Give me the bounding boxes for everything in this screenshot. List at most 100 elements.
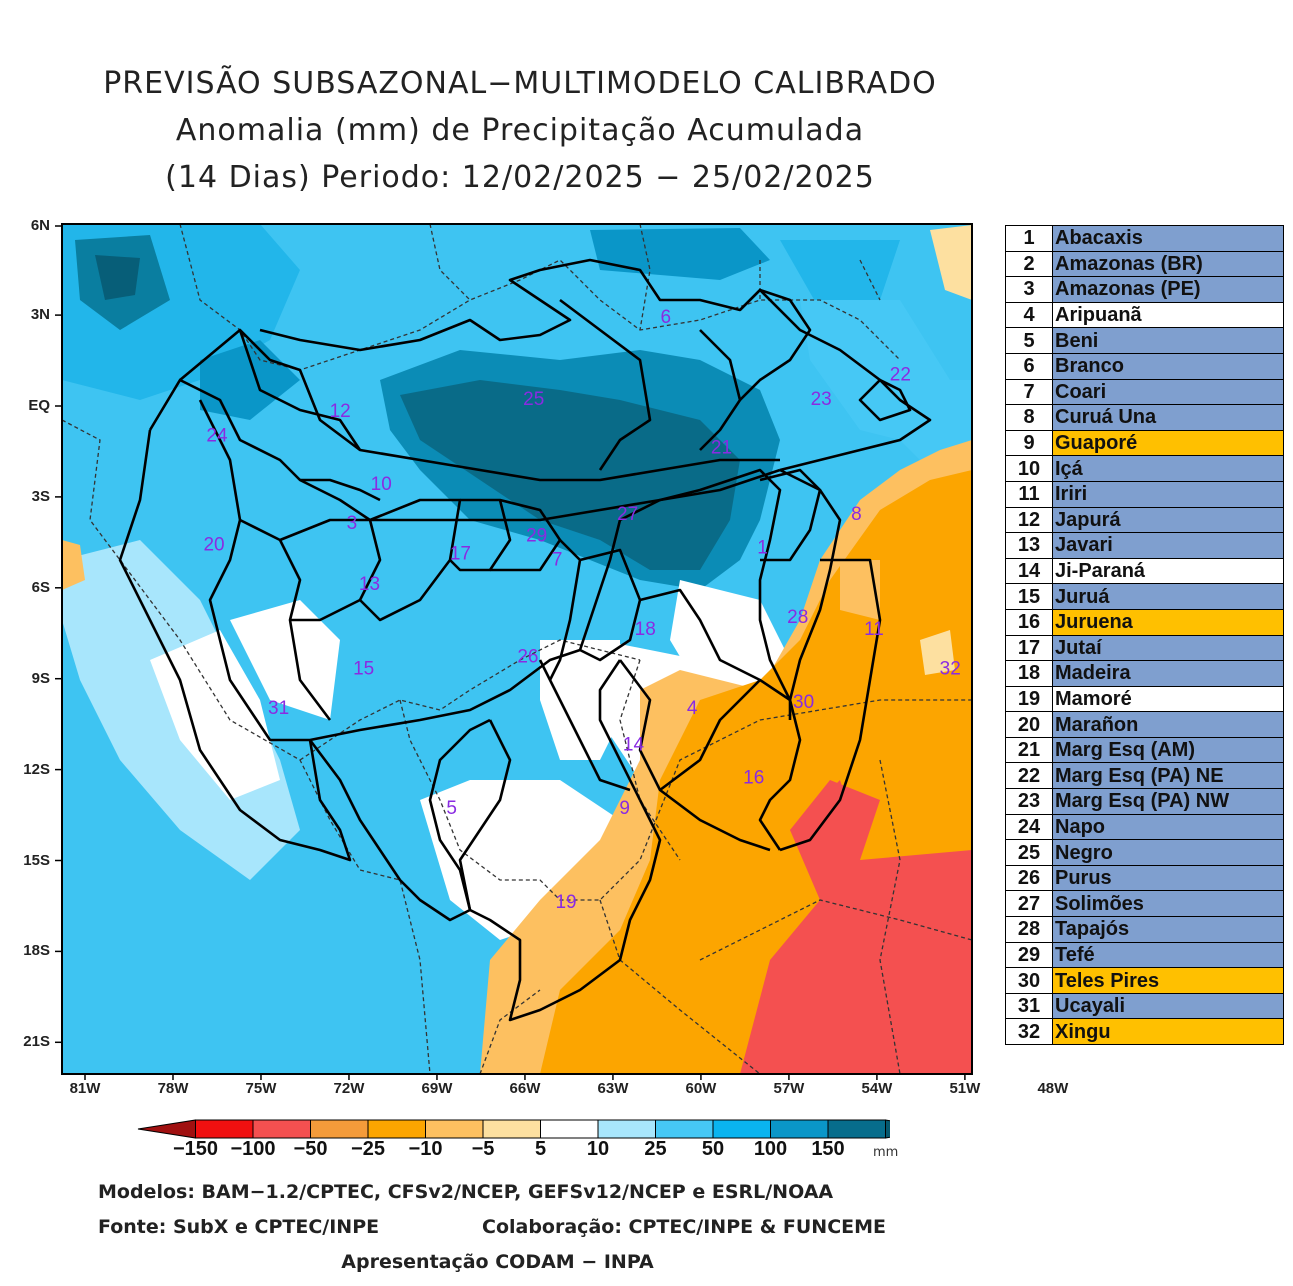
basin-boundaries: [118, 258, 932, 1022]
legend-number: 32: [1005, 1018, 1053, 1045]
lat-label: EQ: [28, 397, 50, 414]
basin-label-30: 30: [793, 692, 814, 713]
basin-labels: 1234567891011121314151617181920212223242…: [203, 307, 961, 913]
lat-label: 9S: [31, 669, 50, 687]
lat-label: 18S: [23, 942, 50, 960]
basin-label-7: 7: [552, 550, 563, 571]
legend-number: 28: [1005, 916, 1053, 943]
map-subtitle: Anomalia (mm) de Precipitação Acumulada: [175, 113, 865, 148]
country-borders: [62, 224, 972, 1074]
lon-label: 60W: [685, 1080, 717, 1097]
legend-number: 12: [1005, 506, 1053, 534]
basin-label-32: 32: [940, 659, 961, 680]
lat-ticks: [55, 225, 62, 1044]
basin-label-13: 13: [359, 574, 380, 595]
colorbar-label: 10: [586, 1138, 610, 1160]
basin-label-17: 17: [450, 543, 471, 564]
legend-row: 8 Curuá Una: [1005, 404, 1284, 431]
colorbar-label: −150: [172, 1138, 219, 1160]
basin-label-21: 21: [711, 437, 732, 458]
legend-row: 3 Amazonas (PE): [1005, 276, 1284, 303]
legend-number: 29: [1005, 941, 1053, 969]
legend-number: 23: [1005, 788, 1053, 815]
legend-basin-name: Javari: [1052, 532, 1284, 559]
footer-presentation: Apresentação CODAM − INPA: [341, 1251, 654, 1273]
basin-label-26: 26: [517, 647, 538, 668]
legend-basin-name: Tapajós: [1052, 916, 1284, 943]
legend-number: 27: [1005, 890, 1053, 918]
legend-number: 3: [1005, 276, 1053, 303]
lon-label: 75W: [245, 1080, 277, 1097]
basin-label-14: 14: [623, 734, 645, 755]
map-frame: [61, 223, 973, 1075]
legend-basin-name: Curuá Una: [1052, 404, 1284, 431]
legend-row: 13 Javari: [1005, 532, 1284, 559]
lat-label: 15S: [23, 851, 50, 869]
legend-row: 26 Purus: [1005, 864, 1284, 892]
anomaly-map: 1234567891011121314151617181920212223242…: [55, 223, 973, 1080]
colorbar-cell: [770, 1119, 829, 1139]
legend-basin-name: Marg Esq (AM): [1052, 736, 1284, 764]
legend-row: 25 Negro: [1005, 839, 1284, 866]
legend-row: 28 Tapajós: [1005, 916, 1284, 943]
basin-label-8: 8: [851, 504, 862, 525]
legend-number: 4: [1005, 301, 1053, 329]
basin-label-3: 3: [347, 513, 358, 534]
legend-row: 17 Jutaí: [1005, 634, 1284, 662]
colorbar-cell: [540, 1119, 599, 1139]
colorbar-unit: mm: [873, 1145, 899, 1160]
colorbar-label: 5: [534, 1138, 547, 1160]
colorbar-label: 25: [644, 1138, 667, 1160]
legend-row: 1 Abacaxis: [1005, 225, 1284, 252]
lat-label: 21S: [23, 1033, 50, 1051]
legend-number: 8: [1005, 404, 1053, 431]
legend-basin-name: Mamoré: [1052, 685, 1284, 713]
basin-label-4: 4: [687, 698, 698, 719]
legend-number: 19: [1005, 685, 1053, 713]
lon-label: 48W: [1037, 1080, 1069, 1097]
colorbar-label: −25: [351, 1138, 385, 1160]
legend-number: 21: [1005, 736, 1053, 764]
legend-row: 24 Napo: [1005, 813, 1284, 841]
basin-label-29: 29: [526, 525, 547, 546]
basin-label-16: 16: [743, 768, 764, 789]
map-title: PREVISÃO SUBSAZONAL−MULTIMODELO CALIBRAD…: [103, 66, 937, 101]
legend-basin-name: Purus: [1052, 864, 1284, 892]
legend-number: 17: [1005, 634, 1053, 662]
basin-label-18: 18: [635, 619, 656, 640]
basin-label-15: 15: [353, 659, 374, 680]
basin-label-20: 20: [203, 534, 224, 555]
lat-label: 3S: [31, 487, 50, 505]
lon-label: 63W: [597, 1080, 629, 1097]
lon-label: 78W: [157, 1080, 189, 1097]
legend-basin-name: Solimões: [1052, 890, 1284, 918]
legend-row: 29 Tefé: [1005, 941, 1284, 969]
legend-basin-name: Aripuanã: [1052, 301, 1284, 329]
legend-basin-name: Madeira: [1052, 660, 1284, 687]
legend-number: 24: [1005, 813, 1053, 841]
legend-number: 5: [1005, 327, 1053, 354]
colorbar-label: −10: [408, 1138, 443, 1160]
legend-basin-name: Tefé: [1052, 941, 1284, 969]
legend-basin-name: Teles Pires: [1052, 967, 1284, 994]
legend-number: 1: [1005, 225, 1053, 252]
colorbar-label: 150: [811, 1138, 845, 1160]
basin-label-5: 5: [446, 798, 457, 819]
legend-basin-name: Ucayali: [1052, 992, 1284, 1020]
legend-row: 18 Madeira: [1005, 660, 1284, 687]
legend-basin-name: Marg Esq (PA) NW: [1052, 788, 1284, 815]
legend-number: 20: [1005, 711, 1053, 738]
lat-label: 3N: [30, 306, 50, 324]
colorbar-cell: [195, 1119, 254, 1139]
colorbar-max-arrow: [885, 1119, 890, 1139]
colorbar-label: 100: [753, 1138, 788, 1160]
legend-basin-name: Jutaí: [1052, 634, 1284, 662]
legend-basin-name: Juruá: [1052, 583, 1284, 610]
colorbar-label: 50: [701, 1138, 725, 1160]
legend-number: 18: [1005, 660, 1053, 687]
legend-number: 11: [1005, 480, 1053, 508]
legend-row: 14 Ji-Paraná: [1005, 557, 1284, 585]
colorbar-label: −50: [293, 1138, 328, 1160]
legend-basin-name: Coari: [1052, 378, 1284, 406]
legend-basin-name: Iriri: [1052, 480, 1284, 508]
